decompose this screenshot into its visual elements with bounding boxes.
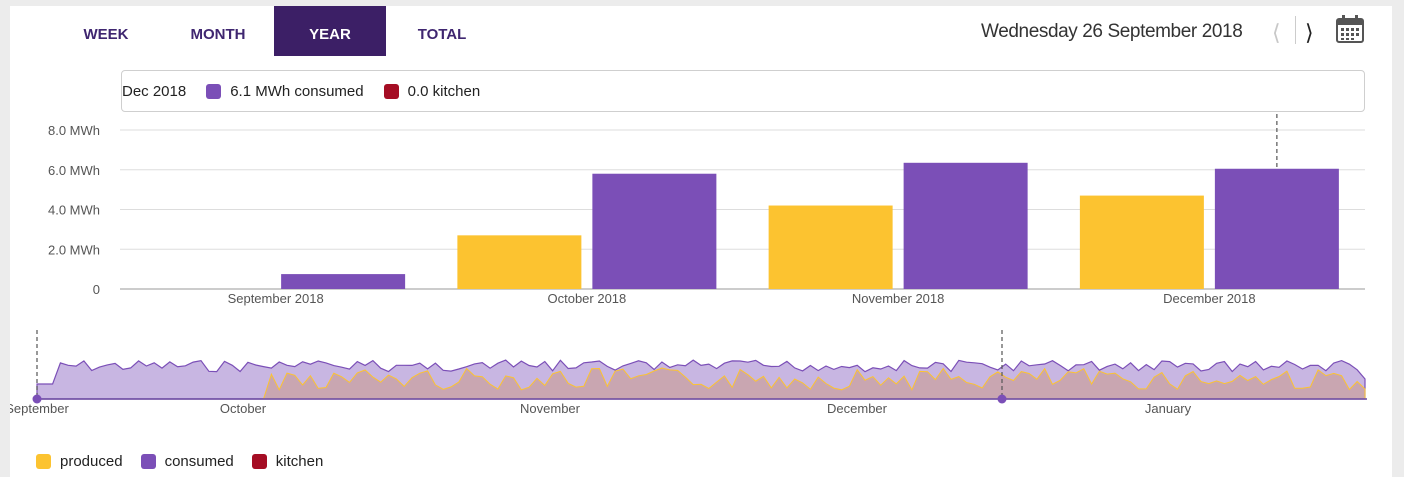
- y-tick-label: 4.0 MWh: [48, 203, 100, 218]
- legend-item-consumed[interactable]: consumed: [140, 453, 234, 470]
- kitchen-swatch: [383, 83, 399, 99]
- period-tabs: WEEK MONTH YEAR TOTAL: [50, 6, 498, 56]
- tooltip-box: Dec 2018 6.1 MWh consumed 0.0 kitchen: [121, 70, 1365, 112]
- bar-consumed: [281, 274, 406, 289]
- x-tick-label: December 2018: [1163, 291, 1256, 306]
- tooltip-kitchen: 0.0 kitchen: [407, 82, 481, 100]
- legend-label-produced: produced: [60, 453, 123, 470]
- chart-legend: produced consumed kitchen: [36, 453, 341, 470]
- y-tick-label: 6.0 MWh: [48, 163, 100, 178]
- navigator-handle: [997, 394, 1007, 404]
- calendar-icon[interactable]: [1335, 14, 1365, 44]
- consumed-swatch: [206, 83, 222, 99]
- navigator-label: November: [520, 401, 581, 416]
- x-tick-label: November 2018: [852, 291, 945, 306]
- bar-consumed: [592, 173, 717, 289]
- bar-consumed: [1214, 168, 1339, 289]
- bar-produced: [1079, 195, 1204, 289]
- kitchen-swatch: [251, 454, 267, 469]
- tab-year[interactable]: YEAR: [274, 6, 386, 56]
- legend-item-produced[interactable]: produced: [36, 453, 123, 470]
- navigator-label: December: [827, 401, 888, 416]
- tooltip-consumed: 6.1 MWh consumed: [230, 82, 364, 100]
- x-tick-label: October 2018: [547, 291, 626, 306]
- navigator-label: October: [220, 401, 267, 416]
- y-tick-label: 0: [93, 282, 100, 297]
- tab-month[interactable]: MONTH: [190, 26, 246, 43]
- chevron-left-icon[interactable]: ⟨: [1272, 20, 1281, 45]
- navigator-label: September: [10, 401, 69, 416]
- tooltip-period: Dec 2018: [122, 82, 187, 100]
- navigator-label: January: [1145, 401, 1192, 416]
- nav-divider: [1295, 16, 1296, 44]
- bar-produced: [768, 205, 893, 289]
- tab-total[interactable]: TOTAL: [417, 26, 467, 43]
- bar-produced: [457, 235, 582, 289]
- chevron-right-icon[interactable]: ⟩: [1305, 20, 1314, 45]
- bar-consumed: [903, 162, 1028, 289]
- produced-swatch: [36, 454, 51, 469]
- legend-label-consumed: consumed: [164, 453, 234, 470]
- bar-chart: 8.0 MWh 6.0 MWh 4.0 MWh 2.0 MWh 0 September 2…: [10, 114, 1367, 416]
- current-date: Wednesday 26 September 2018: [981, 21, 1243, 42]
- x-tick-label: September 2018: [228, 291, 324, 306]
- legend-item-kitchen[interactable]: kitchen: [251, 453, 324, 470]
- y-tick-label: 8.0 MWh: [48, 123, 100, 138]
- navigator-handle: [32, 394, 42, 404]
- tab-week[interactable]: WEEK: [83, 26, 129, 43]
- consumed-swatch: [140, 454, 156, 469]
- y-tick-label: 2.0 MWh: [48, 242, 100, 257]
- legend-label-kitchen: kitchen: [275, 453, 324, 470]
- chart-card: WEEK MONTH YEAR TOTAL Wednesday 26 Septe…: [10, 6, 1392, 477]
